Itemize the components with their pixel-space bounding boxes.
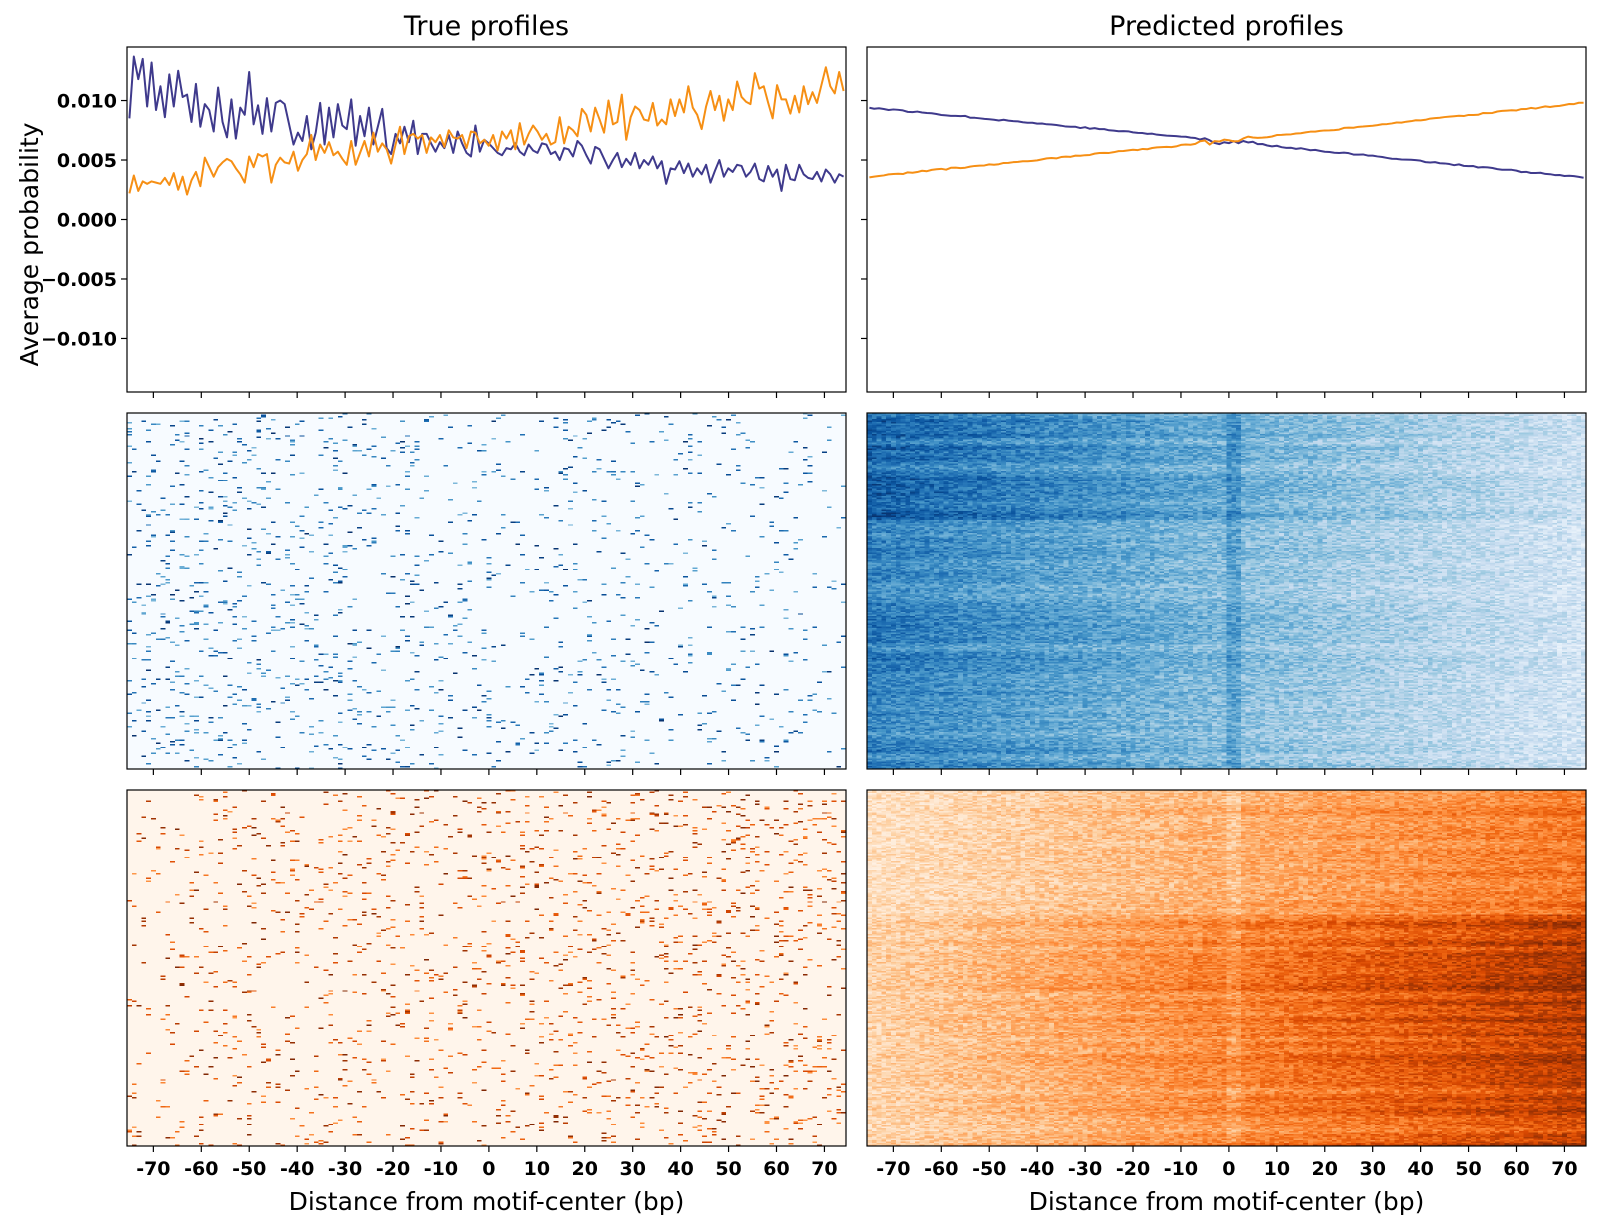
x-tick-label: 30 — [619, 1158, 645, 1180]
panel-title: Predicted profiles — [1109, 11, 1344, 42]
axes-frame — [866, 412, 1587, 770]
x-axis-label: Distance from motif-center (bp) — [1029, 1187, 1425, 1216]
x-tick-label: -30 — [1068, 1158, 1102, 1180]
x-tick-label: -10 — [424, 1158, 458, 1180]
x-tick-label: 30 — [1359, 1158, 1385, 1180]
x-tick-label: 0 — [482, 1158, 495, 1180]
series-line-orange — [869, 101, 1584, 179]
x-tick-label: 50 — [1455, 1158, 1481, 1180]
y-tick-label: 0.005 — [57, 150, 117, 172]
true-negative-strand-heatmap — [127, 790, 846, 1146]
x-tick-label: -70 — [876, 1158, 910, 1180]
y-tick-label: −0.005 — [41, 269, 117, 291]
axes-frame — [126, 46, 847, 393]
predicted-negative-strand-heatmap — [867, 790, 1586, 1146]
x-tick-label: 60 — [1503, 1158, 1529, 1180]
x-tick-label: -40 — [280, 1158, 314, 1180]
x-tick-label: -50 — [232, 1158, 266, 1180]
x-tick-label: 60 — [763, 1158, 789, 1180]
x-tick-label: 0 — [1222, 1158, 1235, 1180]
predicted-profile-line — [869, 101, 1584, 179]
axes-frame — [866, 789, 1587, 1147]
x-tick-label: -10 — [1164, 1158, 1198, 1180]
x-axis-label: Distance from motif-center (bp) — [289, 1187, 685, 1216]
axes-frame — [866, 46, 1587, 393]
series-line-orange — [128, 66, 845, 196]
x-tick-label: -70 — [136, 1158, 170, 1180]
x-tick-label: -30 — [328, 1158, 362, 1180]
x-tick-label: -20 — [376, 1158, 410, 1180]
x-tick-label: -60 — [924, 1158, 958, 1180]
panel-title: True profiles — [403, 11, 569, 42]
x-tick-label: -40 — [1020, 1158, 1054, 1180]
x-tick-label: 50 — [715, 1158, 741, 1180]
axes-frame — [126, 412, 847, 770]
x-tick-label: 40 — [667, 1158, 693, 1180]
x-tick-label: 40 — [1407, 1158, 1433, 1180]
y-tick-label: 0.000 — [57, 210, 117, 232]
x-tick-label: 70 — [811, 1158, 837, 1180]
x-tick-label: -60 — [184, 1158, 218, 1180]
y-tick-label: 0.010 — [57, 91, 117, 113]
x-tick-label: -50 — [972, 1158, 1006, 1180]
x-tick-label: 10 — [524, 1158, 550, 1180]
x-tick-label: 70 — [1551, 1158, 1577, 1180]
axes-frame — [126, 789, 847, 1147]
true-positive-strand-heatmap — [127, 413, 846, 769]
x-tick-label: 20 — [1312, 1158, 1338, 1180]
x-tick-label: 20 — [572, 1158, 598, 1180]
predicted-positive-strand-heatmap — [867, 413, 1586, 769]
series-line-purple — [869, 106, 1584, 179]
x-tick-label: -20 — [1116, 1158, 1150, 1180]
y-axis-label: Average probability — [15, 122, 44, 366]
y-tick-label: −0.010 — [41, 328, 117, 350]
true-profile-line — [128, 55, 845, 196]
x-tick-label: 10 — [1264, 1158, 1290, 1180]
